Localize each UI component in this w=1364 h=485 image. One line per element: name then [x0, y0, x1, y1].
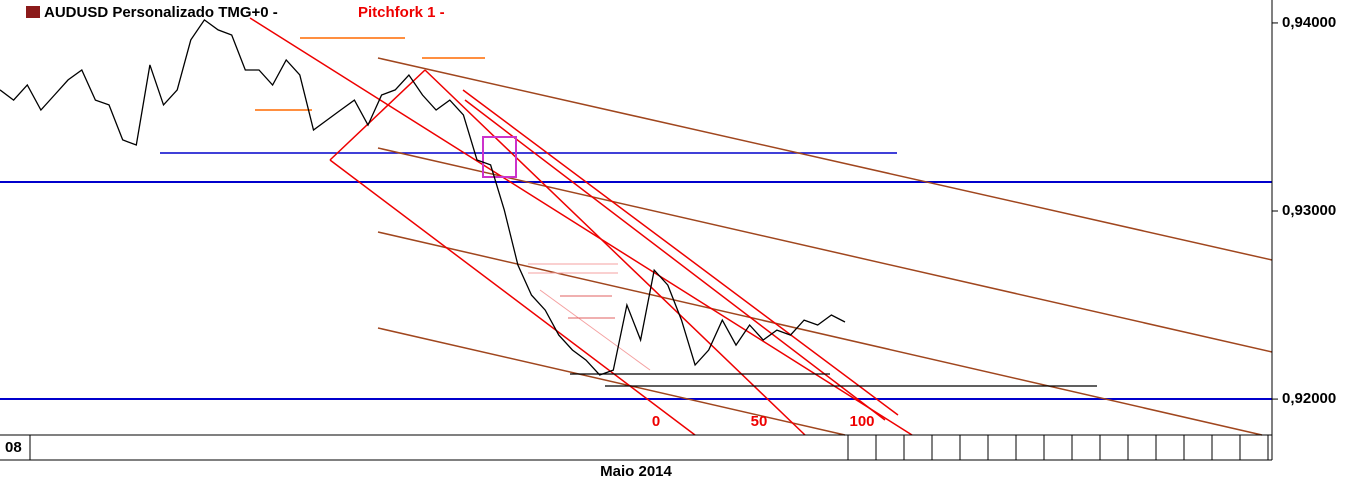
y-tick-label: 0,93000	[1282, 202, 1336, 219]
pitchfork-line	[329, 159, 696, 436]
pitchfork-level: 100	[849, 413, 874, 430]
chart-title: AUDUSD Personalizado TMG+0 -	[44, 4, 278, 21]
channel-line	[377, 147, 1273, 353]
time-boxes	[875, 435, 1269, 460]
x-axis-label: Maio 2014	[600, 463, 672, 480]
pitchfork-level: 50	[751, 413, 768, 430]
channel-line	[377, 57, 1273, 261]
fib-line	[539, 289, 651, 371]
pitchfork-line	[462, 89, 899, 416]
pitchfork-line	[464, 99, 886, 421]
pitchfork-line	[249, 17, 913, 436]
y-tick-label: 0,92000	[1282, 390, 1336, 407]
y-tick-label: 0,94000	[1282, 14, 1336, 31]
drawings	[0, 17, 1273, 436]
channel-line	[377, 231, 1263, 436]
frame	[0, 0, 1273, 461]
channel-line	[377, 327, 846, 436]
pitchfork-line	[329, 69, 426, 161]
price-line	[0, 18, 846, 376]
highlight-box	[482, 136, 517, 178]
pitchfork-level: 0	[652, 413, 660, 430]
x-start-label: 08	[5, 439, 22, 456]
chart-subtitle: Pitchfork 1 -	[358, 4, 445, 21]
icon	[26, 6, 40, 18]
